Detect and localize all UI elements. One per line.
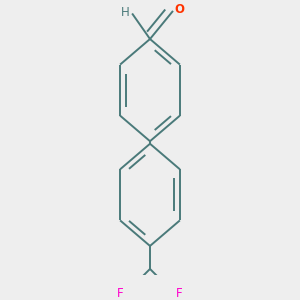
Text: F: F <box>117 287 124 300</box>
Text: H: H <box>122 6 130 19</box>
Text: O: O <box>174 3 184 16</box>
Text: F: F <box>176 287 183 300</box>
